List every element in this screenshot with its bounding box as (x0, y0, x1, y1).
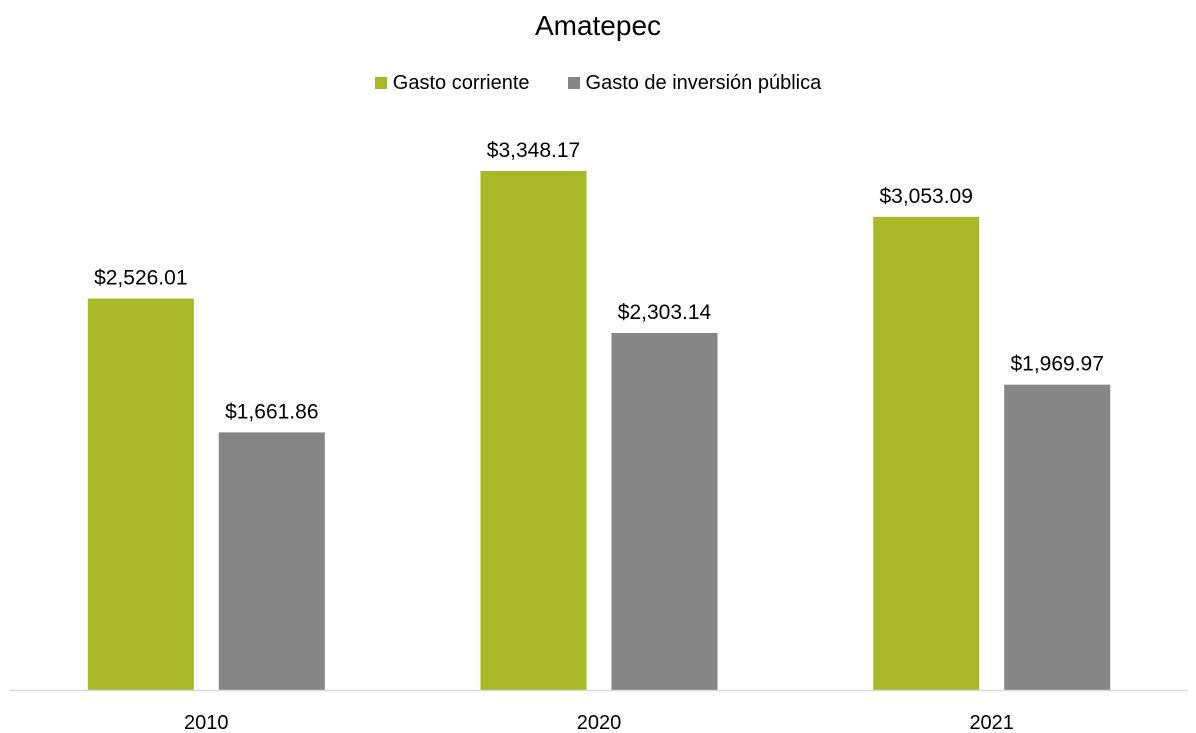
bar-gasto-corriente-2020 (480, 171, 587, 690)
data-label-gasto-corriente-2010: $2,526.01 (94, 267, 187, 290)
bar-gasto-inversion-2010 (218, 432, 325, 690)
x-tick-label-2020: 2020 (577, 712, 622, 733)
bar-gasto-corriente-2010 (87, 298, 194, 690)
legend-swatch-gasto-corriente (374, 77, 387, 89)
bar-gasto-inversion-2020 (611, 333, 718, 690)
chart-legend: Gasto corriente Gasto de inversión públi… (0, 70, 1196, 96)
chart-title: Amatepec (534, 10, 662, 41)
data-label-gasto-corriente-2021: $3,053.09 (879, 185, 972, 208)
legend-swatch-gasto-inversion (567, 77, 580, 89)
x-tick-label-2010: 2010 (184, 712, 229, 733)
data-label-gasto-inversion-2020: $2,303.14 (618, 301, 712, 324)
data-label-gasto-corriente-2020: $3,348.17 (487, 139, 580, 162)
bar-gasto-inversion-2021 (1004, 384, 1111, 690)
x-tick-label-2021: 2021 (969, 712, 1014, 733)
legend-label-gasto-inversion: Gasto de inversión pública (585, 72, 822, 94)
legend-label-gasto-corriente: Gasto corriente (392, 72, 530, 94)
legend-item-gasto-corriente: Gasto corriente (374, 70, 530, 96)
data-label-gasto-inversion-2021: $1,969.97 (1010, 353, 1103, 376)
bar-gasto-corriente-2021 (873, 216, 980, 691)
legend-item-gasto-inversion: Gasto de inversión pública (567, 70, 822, 96)
data-label-gasto-inversion-2010: $1,661.86 (225, 400, 318, 423)
